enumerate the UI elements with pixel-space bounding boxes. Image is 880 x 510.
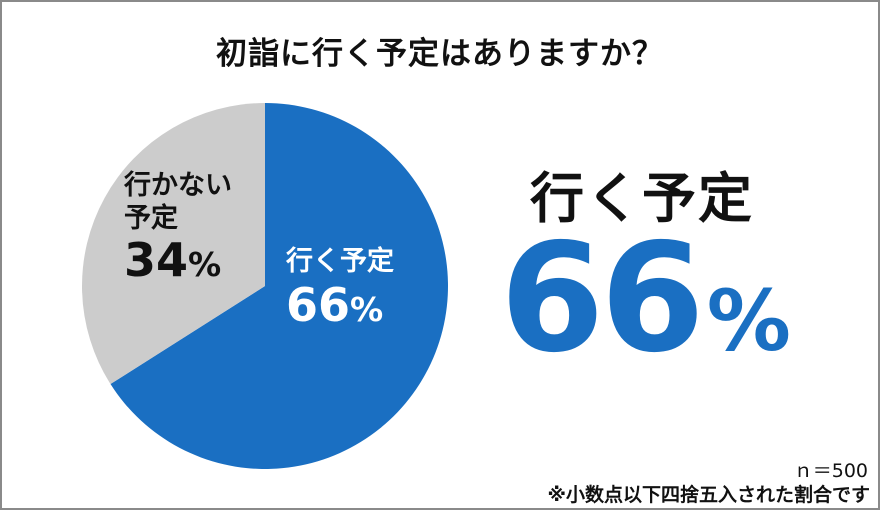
- slice-label-nogo-value: 34: [124, 233, 189, 288]
- highlight-category: 行く予定: [530, 167, 754, 230]
- highlight-unit: %: [706, 272, 791, 370]
- pie-slice-nogo: [81, 103, 265, 385]
- slice-label-nogo: 行かない 予定 34%: [124, 170, 232, 287]
- slice-label-nogo-category-line1: 行かない: [124, 170, 232, 201]
- chart-title: 初詣に行く予定はありますか？: [216, 36, 664, 72]
- slice-label-go: 行く予定 66%: [286, 246, 394, 332]
- slice-label-nogo-unit: %: [188, 245, 222, 285]
- slice-label-go-percent: 66%: [286, 279, 394, 332]
- slice-label-go-unit: %: [350, 290, 384, 330]
- slice-label-go-value: 66: [286, 278, 351, 333]
- pie-slice-go: [110, 103, 449, 470]
- sample-size-note: ｎ＝500: [793, 460, 868, 482]
- slice-label-nogo-percent: 34%: [124, 234, 232, 287]
- slice-label-nogo-category-line2: 予定: [124, 203, 178, 235]
- highlight-percent: 66%: [500, 224, 791, 374]
- slice-label-go-category: 行く予定: [286, 246, 394, 277]
- highlight-value: 66: [500, 212, 705, 386]
- rounding-footnote: ※小数点以下四捨五入された割合です: [547, 484, 870, 506]
